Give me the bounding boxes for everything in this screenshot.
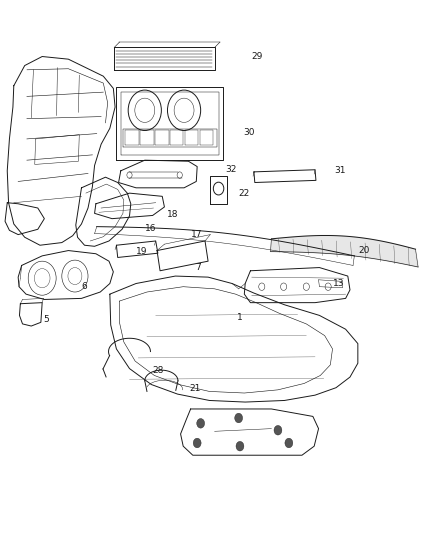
Text: 28: 28 bbox=[152, 366, 164, 375]
Text: 7: 7 bbox=[195, 263, 201, 272]
Circle shape bbox=[236, 441, 244, 451]
Text: 5: 5 bbox=[43, 315, 49, 324]
Text: 32: 32 bbox=[226, 165, 237, 174]
Text: 22: 22 bbox=[239, 189, 250, 198]
Text: 16: 16 bbox=[145, 224, 156, 233]
Text: 31: 31 bbox=[335, 166, 346, 175]
Text: 6: 6 bbox=[81, 282, 87, 291]
Circle shape bbox=[197, 418, 205, 428]
Circle shape bbox=[285, 438, 293, 448]
Text: 17: 17 bbox=[191, 230, 202, 239]
Circle shape bbox=[235, 413, 243, 423]
Text: 29: 29 bbox=[252, 52, 263, 61]
Circle shape bbox=[274, 425, 282, 435]
Text: 13: 13 bbox=[332, 279, 344, 288]
Polygon shape bbox=[271, 236, 418, 267]
Text: 30: 30 bbox=[243, 128, 254, 137]
Text: 21: 21 bbox=[189, 384, 201, 393]
Circle shape bbox=[193, 438, 201, 448]
Text: 1: 1 bbox=[237, 312, 242, 321]
Text: 20: 20 bbox=[359, 246, 370, 255]
Text: 19: 19 bbox=[136, 247, 148, 256]
Text: 18: 18 bbox=[166, 210, 178, 219]
